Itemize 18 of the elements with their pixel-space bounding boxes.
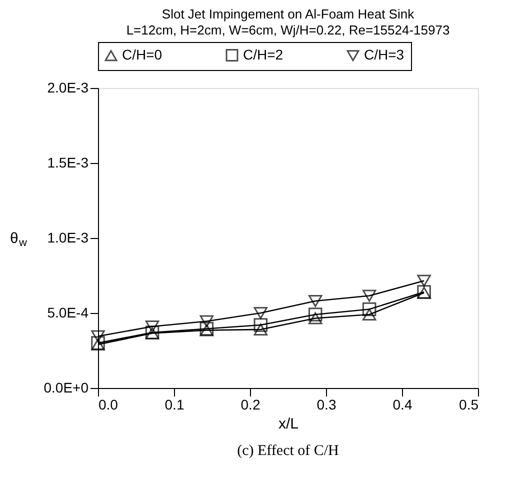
x-axis-title: x/L xyxy=(278,416,299,432)
legend-label: C/H=0 xyxy=(122,46,162,63)
x-tick-label: 0.3 xyxy=(316,396,336,412)
y-tick-label: 5.0E-4 xyxy=(47,304,89,320)
x-tick-label: 0.1 xyxy=(164,396,184,412)
legend-label: C/H=3 xyxy=(364,46,404,63)
chart-title: Slot Jet Impingement on Al-Foam Heat Sink xyxy=(162,6,415,22)
x-tick-label: 0.5 xyxy=(459,396,479,412)
y-tick-label: 1.0E-3 xyxy=(47,230,89,246)
x-tick-label: 0.4 xyxy=(392,396,412,412)
y-tick-label: 2.0E-3 xyxy=(47,80,89,96)
legend-label: C/H=2 xyxy=(243,46,284,62)
chart-subtitle: L=12cm, H=2cm, W=6cm, Wj/H=0.22, Re=15524-15973 xyxy=(126,22,450,38)
y-tick-label: 1.5E-3 xyxy=(47,154,89,170)
x-tick-label: 0.2 xyxy=(240,396,260,412)
x-tick-label: 0.0 xyxy=(98,396,118,412)
text: (c) Effect of C/H xyxy=(237,443,340,459)
y-tick-label: 0.0E+0 xyxy=(44,380,89,396)
